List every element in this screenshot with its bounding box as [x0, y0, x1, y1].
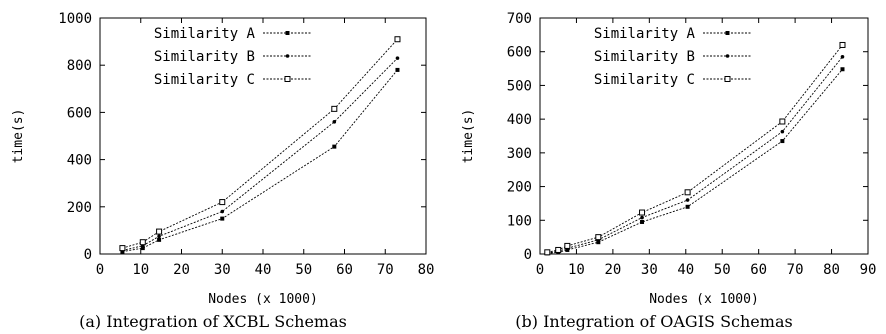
data-point: [394, 36, 401, 43]
data-point: [395, 67, 400, 72]
series-filled-square: [120, 67, 400, 254]
series-line: [547, 68, 843, 254]
x-tick-label: 60: [336, 262, 353, 278]
chart-a: 0 200 400 600 800 1000 0 10 20 30 40 50 60 70 80 Nodes …: [11, 11, 434, 331]
y-tick-label: 800: [67, 58, 92, 74]
y-tick-label: 700: [507, 11, 532, 27]
x-tick-label: 90: [860, 262, 877, 278]
x-tick-label: 20: [173, 262, 190, 278]
plot-frame: [99, 17, 427, 255]
y-tick-label: 0: [84, 247, 92, 263]
data-point: [780, 129, 785, 134]
x-tick-label: 10: [568, 262, 585, 278]
legend-marker: [725, 31, 730, 35]
data-point: [839, 41, 846, 48]
y-tick-label: 300: [507, 146, 532, 162]
data-point: [157, 237, 162, 242]
y-axis-label: time(s): [11, 109, 26, 164]
series-line: [122, 57, 398, 251]
data-point: [332, 144, 337, 149]
data-point: [544, 249, 551, 256]
legend-label: Similarity C: [154, 72, 255, 88]
data-point: [395, 56, 400, 60]
y-tick-label: 0: [524, 247, 532, 263]
legend-marker: [285, 31, 290, 35]
data-point: [139, 239, 146, 246]
x-tick-label: 50: [714, 262, 731, 278]
legend-label: Similarity C: [594, 72, 695, 88]
data-point: [840, 54, 845, 59]
x-tick-label: 0: [96, 262, 104, 278]
series-line: [122, 38, 398, 249]
y-tick-label: 200: [507, 180, 532, 196]
legend-label: Similarity B: [154, 49, 255, 65]
data-point: [779, 118, 786, 125]
series-open-square: [544, 41, 846, 256]
data-point: [140, 246, 145, 251]
legend-marker: [284, 76, 291, 82]
data-point: [220, 216, 225, 221]
data-point: [331, 105, 338, 112]
data-point: [119, 245, 126, 252]
x-tick-label: 50: [295, 262, 312, 278]
legend-marker: [285, 54, 290, 58]
data-point: [332, 120, 337, 124]
x-tick-label: 40: [677, 262, 694, 278]
x-axis-label: Nodes (x 1000): [208, 292, 318, 307]
y-tick-label: 400: [67, 153, 92, 169]
x-tick-label: 70: [377, 262, 394, 278]
y-tick-label: 600: [507, 45, 532, 61]
y-tick-label: 200: [67, 200, 92, 216]
x-tick-label: 80: [823, 262, 840, 278]
chart-caption: (b) Integration of OAGIS Schemas: [515, 312, 792, 331]
data-point: [564, 242, 571, 249]
y-tick-label: 500: [507, 78, 532, 94]
legend-label: Similarity B: [594, 49, 695, 65]
legend-marker: [725, 54, 730, 58]
y-tick-label: 400: [507, 112, 532, 128]
series-filled-square: [545, 67, 845, 256]
series-line: [547, 56, 843, 254]
legend-label: Similarity A: [594, 26, 696, 42]
data-point: [595, 234, 602, 241]
data-point: [157, 234, 161, 239]
series-line: [122, 69, 398, 253]
series-line: [547, 44, 843, 253]
x-tick-label: 70: [787, 262, 804, 278]
plot-frame: [539, 17, 869, 255]
data-point: [685, 198, 690, 202]
x-tick-label: 0: [536, 262, 544, 278]
x-tick-label: 60: [750, 262, 767, 278]
chart-caption: (a) Integration of XCBL Schemas: [79, 312, 347, 331]
x-tick-label: 30: [641, 262, 658, 278]
data-point: [555, 246, 562, 253]
data-point: [840, 67, 845, 72]
data-point: [220, 209, 225, 214]
data-point: [685, 204, 690, 209]
x-tick-label: 10: [132, 262, 149, 278]
x-tick-label: 80: [418, 262, 435, 278]
data-point: [780, 139, 785, 144]
x-tick-label: 30: [214, 262, 231, 278]
data-point: [684, 189, 691, 196]
data-point: [596, 240, 601, 245]
data-point: [639, 209, 646, 216]
y-tick-label: 1000: [58, 11, 92, 27]
x-axis-label: Nodes (x 1000): [649, 292, 759, 307]
chart-b: 0 100 200 300 400 500 600 700 0 10 20 30 40 50 60 70 80 9…: [461, 11, 876, 331]
series-open-square: [119, 36, 401, 252]
y-tick-label: 100: [507, 213, 532, 229]
y-tick-label: 600: [67, 105, 92, 121]
legend-label: Similarity A: [154, 26, 256, 42]
y-axis-label: time(s): [461, 109, 476, 164]
data-point: [640, 215, 644, 220]
data-point: [156, 228, 163, 235]
data-point: [640, 219, 645, 224]
x-tick-label: 40: [255, 262, 272, 278]
legend-marker: [724, 76, 731, 82]
data-point: [219, 199, 226, 206]
x-tick-label: 20: [604, 262, 621, 278]
